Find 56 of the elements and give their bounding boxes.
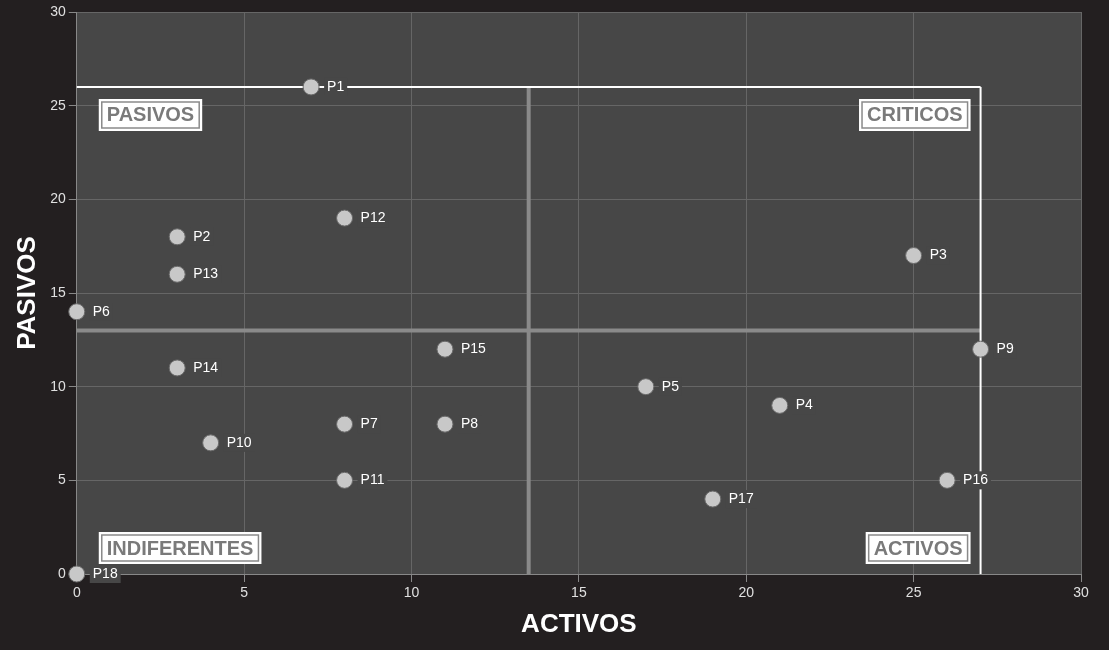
point <box>436 340 454 358</box>
data-label: P16 <box>963 471 989 488</box>
point <box>202 434 220 452</box>
y-axis-title: PASIVOS <box>10 236 41 350</box>
data-label: P6 <box>92 302 111 319</box>
y-tick-label: 10 <box>50 377 66 394</box>
point <box>972 340 990 358</box>
x-tick-label: 15 <box>571 584 587 601</box>
data-label: P4 <box>795 396 814 413</box>
x-tick-label: 5 <box>240 584 249 601</box>
point <box>302 78 320 96</box>
data-label: P7 <box>360 414 378 431</box>
y-tick-label: 25 <box>50 96 66 113</box>
y-tick-label: 5 <box>57 471 66 488</box>
point <box>168 265 186 283</box>
data-label: P3 <box>929 246 947 263</box>
point <box>336 415 354 433</box>
x-tick-label: 25 <box>905 584 922 601</box>
y-tick-label: 0 <box>57 564 66 581</box>
annotation: PASIVOS <box>106 103 195 126</box>
data-label: P11 <box>360 471 385 488</box>
y-tick-label: 15 <box>50 283 66 300</box>
data-label: P1 <box>327 77 345 94</box>
point <box>68 565 86 583</box>
annotation: CRITICOS <box>867 103 963 126</box>
x-tick-label: 0 <box>72 584 81 601</box>
annotation: INDIFERENTES <box>106 536 254 559</box>
data-label: P9 <box>996 340 1014 357</box>
data-label: P2 <box>193 227 211 244</box>
point <box>704 490 722 508</box>
y-tick-label: 20 <box>50 190 66 207</box>
x-tick-label: 30 <box>1073 584 1089 601</box>
point <box>168 359 186 377</box>
data-label: P15 <box>460 340 487 357</box>
annotation: ACTIVOS <box>873 536 963 559</box>
point <box>168 228 186 246</box>
data-label: P10 <box>226 433 252 450</box>
data-label: P5 <box>661 377 680 394</box>
data-label: P18 <box>92 564 118 581</box>
y-tick-label: 30 <box>50 2 66 19</box>
point <box>436 415 454 433</box>
data-label: P12 <box>360 208 386 225</box>
point <box>68 303 86 321</box>
x-tick-label: 10 <box>403 584 420 601</box>
point <box>637 378 655 396</box>
x-tick-label: 20 <box>738 584 755 601</box>
point <box>905 247 923 265</box>
data-label: P8 <box>460 414 479 431</box>
point <box>336 471 354 489</box>
data-label: P17 <box>728 489 754 506</box>
point <box>336 209 354 227</box>
data-label: P13 <box>193 265 219 282</box>
data-label: P14 <box>193 358 219 375</box>
point <box>771 396 789 414</box>
point <box>938 471 956 489</box>
x-axis-title: ACTIVOS <box>521 607 637 638</box>
